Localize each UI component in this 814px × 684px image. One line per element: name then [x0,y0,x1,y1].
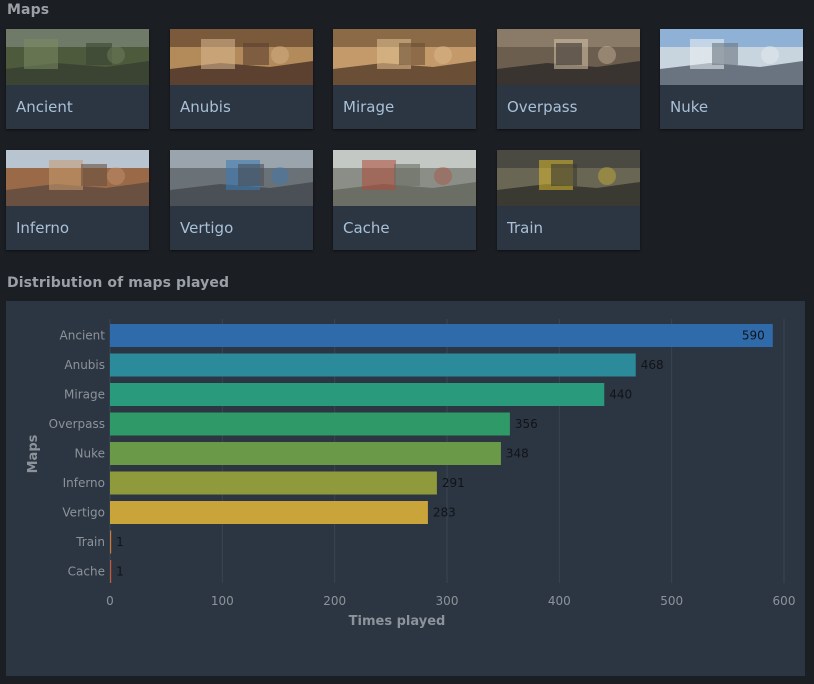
x-tick-label: 400 [548,594,571,608]
map-card-label: Cache [343,219,390,237]
map-thumbnail-mirage [333,29,476,85]
x-axis-title: Times played [349,614,446,629]
map-thumbnail-overpass [497,29,640,85]
x-tick-label: 300 [436,594,459,608]
map-thumbnail-cache [333,150,476,206]
bar-anubis [110,353,636,377]
bar-value-label: 468 [641,358,664,372]
distribution-bar-chart: Ancient 590 Anubis 468 Mirage 440 Overpass 356 N… [26,319,796,629]
map-card-label: Vertigo [180,219,234,237]
map-card-label: Anubis [180,98,231,116]
map-thumbnail-vertigo [170,150,313,206]
y-tick-label: Mirage [64,388,105,402]
map-card-train[interactable]: Train [497,150,640,250]
distribution-chart-panel: Ancient 590 Anubis 468 Mirage 440 Overpass 356 N… [6,301,805,676]
y-tick-label: Cache [68,565,105,579]
bar-value-label: 440 [609,388,632,402]
map-card-anubis[interactable]: Anubis [170,29,313,129]
bar-nuke [110,442,501,465]
bar-value-label: 1 [116,535,124,549]
x-tick-label: 100 [211,594,234,608]
map-card-mirage[interactable]: Mirage [333,29,476,129]
bar-value-label: 356 [515,417,538,431]
bar-value-label: 283 [433,506,456,520]
distribution-section-title: Distribution of maps played [7,275,230,291]
bar-overpass [110,412,510,436]
map-card-label: Inferno [16,219,70,237]
y-tick-label: Train [75,535,105,549]
bar-value-label: 348 [506,447,529,461]
y-axis-title: Maps [26,434,41,473]
map-card-label: Overpass [507,98,578,116]
bar-mirage [110,383,605,406]
map-thumbnail-nuke [660,29,803,85]
bar-value-label: 291 [442,476,465,490]
y-tick-label: Nuke [75,447,106,461]
map-thumbnail-anubis [170,29,313,85]
bar-vertigo [110,501,428,524]
map-thumbnail-inferno [6,150,149,206]
bar-value-label: 1 [116,565,124,579]
y-tick-label: Inferno [63,476,105,490]
x-tick-label: 0 [106,594,114,608]
map-card-label: Nuke [670,98,709,116]
y-tick-label: Vertigo [62,506,105,520]
x-tick-label: 500 [660,594,683,608]
y-tick-label: Overpass [49,417,105,431]
bar-value-label: 590 [742,329,765,343]
bar-cache [110,560,112,583]
map-card-vertigo[interactable]: Vertigo [170,150,313,250]
map-card-ancient[interactable]: Ancient [6,29,149,129]
map-card-label: Train [507,219,543,237]
y-tick-label: Anubis [64,358,105,372]
map-card-overpass[interactable]: Overpass [497,29,640,129]
map-grid: Ancient Anubis Mirage Overpass Nuke Inferno Ve… [6,29,806,251]
bar-ancient [110,324,773,347]
map-card-nuke[interactable]: Nuke [660,29,803,129]
map-card-label: Mirage [343,98,395,116]
bar-train [110,530,112,554]
y-tick-label: Ancient [60,329,106,343]
map-card-inferno[interactable]: Inferno [6,150,149,250]
map-thumbnail-ancient [6,29,149,85]
map-thumbnail-train [497,150,640,206]
maps-section-title: Maps [7,2,50,18]
map-card-label: Ancient [16,98,73,116]
x-tick-label: 200 [323,594,346,608]
bar-inferno [110,471,437,495]
x-tick-label: 600 [773,594,796,608]
map-card-cache[interactable]: Cache [333,150,476,250]
